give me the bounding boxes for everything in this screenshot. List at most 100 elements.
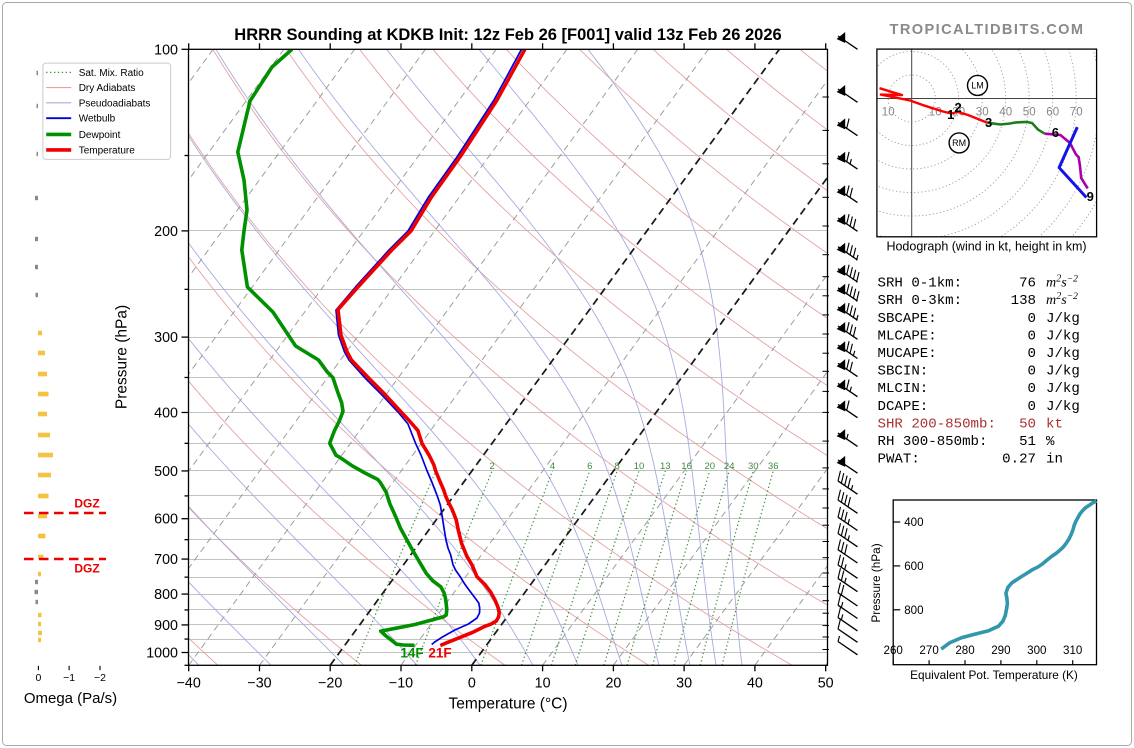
svg-text:−2: −2: [94, 672, 106, 684]
svg-text:MLCAPE:: MLCAPE:: [878, 328, 937, 344]
svg-text:10: 10: [535, 676, 551, 692]
svg-text:PWAT:: PWAT:: [878, 452, 920, 468]
svg-text:SHR 200-850mb:: SHR 200-850mb:: [878, 416, 996, 432]
svg-text:SRH 0-3km:: SRH 0-3km:: [878, 293, 963, 309]
svg-text:0: 0: [1028, 381, 1036, 397]
svg-text:260: 260: [884, 644, 903, 657]
svg-text:50: 50: [1019, 416, 1036, 432]
svg-text:2: 2: [489, 461, 494, 472]
svg-text:8: 8: [615, 461, 620, 472]
svg-text:DGZ: DGZ: [74, 497, 99, 511]
svg-text:−1: −1: [63, 672, 75, 684]
svg-text:21F: 21F: [428, 646, 451, 661]
svg-text:500: 500: [154, 464, 178, 480]
svg-text:4: 4: [550, 461, 555, 472]
svg-text:MLCIN:: MLCIN:: [878, 381, 929, 397]
svg-text:0: 0: [35, 672, 41, 684]
svg-text:16: 16: [681, 461, 692, 472]
svg-text:0: 0: [1028, 328, 1036, 344]
svg-text:24: 24: [724, 461, 735, 472]
svg-text:Sat. Mix. Ratio: Sat. Mix. Ratio: [79, 68, 144, 79]
svg-text:J/kg: J/kg: [1046, 364, 1080, 380]
svg-text:0: 0: [1028, 346, 1036, 362]
svg-text:270: 270: [919, 644, 938, 657]
svg-text:10: 10: [882, 106, 895, 118]
svg-text:HRRR Sounding at KDKB Init: 12: HRRR Sounding at KDKB Init: 12z Feb 26 […: [234, 26, 781, 44]
svg-text:800: 800: [904, 604, 923, 617]
svg-text:Pressure (hPa): Pressure (hPa): [114, 305, 131, 409]
svg-text:20: 20: [705, 461, 716, 472]
svg-text:290: 290: [991, 644, 1010, 657]
svg-text:TROPICALTIDBITS.COM: TROPICALTIDBITS.COM: [890, 22, 1085, 38]
svg-text:36: 36: [768, 461, 779, 472]
svg-text:J/kg: J/kg: [1046, 346, 1080, 362]
svg-text:Equivalent Pot. Temperature (K: Equivalent Pot. Temperature (K): [910, 668, 1078, 682]
svg-text:J/kg: J/kg: [1046, 381, 1080, 397]
svg-text:Pressure (hPa): Pressure (hPa): [869, 543, 883, 622]
svg-text:40: 40: [747, 676, 763, 692]
svg-text:−20: −20: [318, 676, 342, 692]
svg-text:600: 600: [154, 512, 178, 528]
svg-text:1: 1: [947, 107, 954, 122]
svg-text:in: in: [1046, 452, 1063, 468]
svg-text:0: 0: [1028, 399, 1036, 415]
svg-text:700: 700: [154, 552, 178, 568]
svg-text:SBCIN:: SBCIN:: [878, 364, 929, 380]
svg-text:J/kg: J/kg: [1046, 399, 1080, 415]
svg-text:50: 50: [1023, 106, 1036, 118]
svg-text:Omega (Pa/s): Omega (Pa/s): [24, 690, 117, 707]
svg-text:60: 60: [1046, 106, 1059, 118]
svg-text:Temperature: Temperature: [79, 145, 136, 156]
svg-text:30: 30: [676, 676, 692, 692]
svg-text:30: 30: [976, 106, 989, 118]
svg-text:J/kg: J/kg: [1046, 311, 1080, 327]
svg-text:−40: −40: [177, 676, 201, 692]
svg-text:310: 310: [1063, 644, 1082, 657]
svg-text:DGZ: DGZ: [74, 562, 99, 576]
svg-text:0: 0: [1028, 311, 1036, 327]
svg-text:400: 400: [904, 516, 923, 529]
svg-text:6: 6: [1052, 125, 1059, 140]
svg-text:Temperature (°C): Temperature (°C): [448, 696, 567, 713]
svg-text:50: 50: [818, 676, 834, 692]
svg-text:%: %: [1046, 434, 1055, 450]
svg-text:51: 51: [1019, 434, 1036, 450]
svg-text:1000: 1000: [146, 646, 178, 662]
svg-text:Hodograph (wind in kt, height: Hodograph (wind in kt, height in km): [886, 240, 1086, 254]
svg-text:9: 9: [1087, 189, 1094, 204]
svg-text:Wetbulb: Wetbulb: [79, 114, 116, 125]
svg-text:−10: −10: [389, 676, 413, 692]
svg-text:300: 300: [154, 330, 178, 346]
svg-text:600: 600: [904, 560, 923, 573]
svg-text:800: 800: [154, 587, 178, 603]
svg-text:MUCAPE:: MUCAPE:: [878, 346, 937, 362]
svg-text:SRH 0-1km:: SRH 0-1km:: [878, 276, 963, 292]
svg-text:14F: 14F: [400, 646, 423, 661]
svg-text:LM: LM: [971, 81, 984, 91]
svg-text:40: 40: [999, 106, 1012, 118]
svg-text:Dry Adiabats: Dry Adiabats: [79, 83, 136, 94]
svg-text:kt: kt: [1046, 416, 1063, 432]
svg-text:200: 200: [154, 224, 178, 240]
svg-text:900: 900: [154, 618, 178, 634]
svg-text:138: 138: [1011, 293, 1036, 309]
svg-text:3: 3: [985, 115, 992, 130]
svg-text:Dewpoint: Dewpoint: [79, 130, 121, 141]
svg-text:6: 6: [587, 461, 592, 472]
svg-text:300: 300: [1027, 644, 1046, 657]
svg-text:0: 0: [1028, 364, 1036, 380]
svg-text:10: 10: [634, 461, 645, 472]
svg-text:J/kg: J/kg: [1046, 328, 1080, 344]
svg-text:0: 0: [468, 676, 476, 692]
svg-text:280: 280: [955, 644, 974, 657]
svg-text:0.27: 0.27: [1002, 452, 1036, 468]
svg-text:13: 13: [660, 461, 671, 472]
svg-text:400: 400: [154, 406, 178, 422]
svg-text:2: 2: [954, 100, 961, 115]
svg-text:Pseudoadiabats: Pseudoadiabats: [79, 98, 151, 109]
svg-text:RM: RM: [952, 138, 966, 148]
svg-text:20: 20: [605, 676, 621, 692]
svg-text:−30: −30: [247, 676, 271, 692]
svg-text:76: 76: [1019, 276, 1036, 292]
svg-text:RH 300-850mb:: RH 300-850mb:: [878, 434, 988, 450]
